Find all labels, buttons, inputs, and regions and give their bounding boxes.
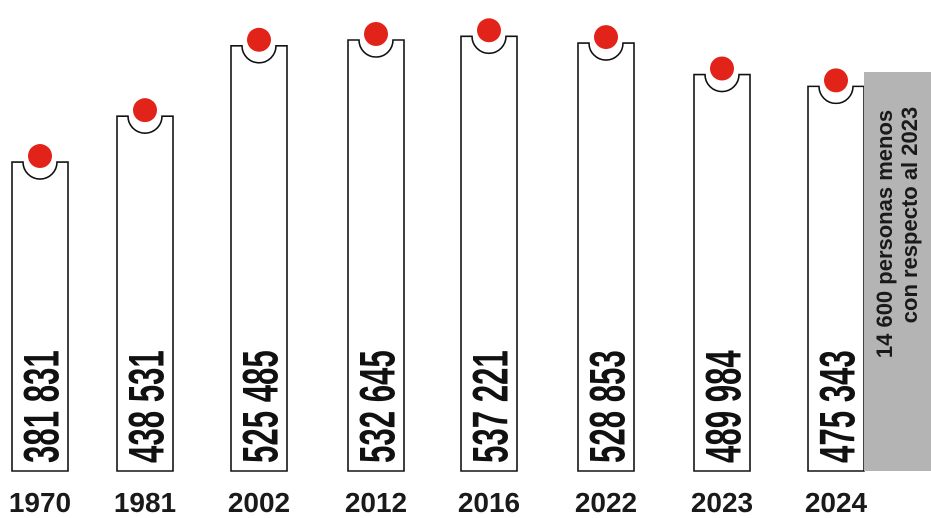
value-label: 525 485: [232, 350, 288, 463]
year-label: 2012: [345, 487, 407, 518]
year-label: 2016: [458, 487, 520, 518]
annotation-line-2: con respecto al 2023: [897, 107, 922, 323]
value-label: 475 343: [809, 350, 865, 463]
bar-2024: [807, 68, 865, 472]
bar-marker-dot: [594, 25, 618, 50]
bar-marker-dot: [824, 68, 848, 93]
year-label: 1981: [114, 487, 176, 518]
value-labels-layer: 381 831 438 531 525 485 532 645 537 221 528 8…: [13, 350, 865, 463]
annotation-background: [864, 72, 931, 471]
year-labels-layer: 1970 1981 2002 2012 2016 2022 2023 2024: [9, 487, 868, 518]
bar-tube: [116, 115, 174, 472]
year-label: 2002: [228, 487, 290, 518]
value-label: 532 645: [349, 350, 405, 463]
bar-tube: [230, 44, 288, 472]
bar-2012: [347, 21, 405, 472]
annotation-box: 14 600 personas menos con respecto al 20…: [864, 72, 931, 471]
year-label: 2022: [575, 487, 637, 518]
bar-1981: [116, 98, 174, 472]
bar-2002: [230, 27, 288, 472]
value-label: 537 221: [462, 350, 518, 463]
bar-tube: [347, 39, 405, 472]
bar-1970: [11, 144, 69, 472]
value-label: 528 853: [579, 350, 635, 463]
bar-tube: [11, 161, 69, 472]
year-label: 1970: [9, 487, 71, 518]
bar-marker-dot: [247, 27, 271, 52]
bar-2023: [693, 56, 751, 472]
value-label: 489 984: [695, 350, 751, 463]
bars-layer: [11, 18, 865, 472]
annotation-line-1: 14 600 personas menos: [872, 110, 897, 358]
bar-2022: [577, 25, 635, 472]
bar-marker-dot: [364, 21, 388, 46]
bar-tube: [577, 42, 635, 472]
year-label: 2023: [691, 487, 753, 518]
bar-tube: [807, 85, 865, 472]
bar-marker-dot: [477, 18, 501, 43]
bar-2016: [460, 18, 518, 472]
bar-tube: [693, 73, 751, 472]
bar-marker-dot: [133, 98, 157, 123]
bar-tube: [460, 35, 518, 472]
bar-marker-dot: [28, 144, 52, 169]
value-label: 438 531: [118, 350, 174, 463]
bar-marker-dot: [710, 56, 734, 81]
year-label: 2024: [805, 487, 868, 518]
value-label: 381 831: [13, 350, 69, 463]
